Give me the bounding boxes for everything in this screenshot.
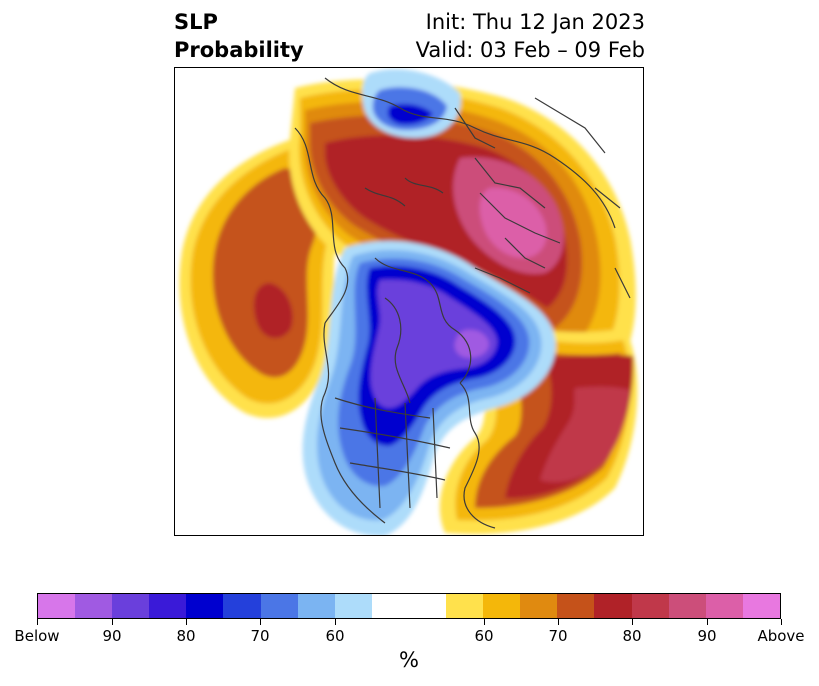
colorbar-swatch: [75, 594, 113, 618]
colorbar-tick-label: Below: [14, 627, 60, 645]
colorbar-swatch: [223, 594, 261, 618]
colorbar-swatch: [334, 594, 372, 618]
colorbar-tick: [112, 619, 113, 625]
colorbar-tick-label: 60: [474, 627, 494, 645]
above-region-west-80: [253, 283, 293, 339]
init-date: Init: Thu 12 Jan 2023: [425, 10, 645, 34]
colorbar-swatch: [705, 594, 743, 618]
title-line-2: Probability: [174, 38, 304, 62]
colorbar-swatch: [668, 594, 706, 618]
colorbar-swatch: [260, 594, 298, 618]
colorbar-tick-label: 70: [548, 627, 568, 645]
colorbar-tick: [186, 619, 187, 625]
colorbar: [37, 593, 781, 619]
below-region-namerica-90: [370, 279, 498, 408]
colorbar-swatch: [149, 594, 187, 618]
colorbar-tick-label: 70: [250, 627, 270, 645]
colorbar-tick: [781, 619, 782, 625]
colorbar-tick-label: 80: [622, 627, 642, 645]
colorbar-tick: [37, 619, 38, 625]
above-region-atlantic-90: [540, 386, 630, 483]
colorbar-swatch: [112, 594, 150, 618]
colorbar-tick: [707, 619, 708, 625]
title-line-1: SLP: [174, 10, 218, 34]
below-region-arctic-80: [387, 103, 433, 125]
colorbar-tick: [632, 619, 633, 625]
colorbar-swatch: [38, 594, 76, 618]
colorbar-tick-label: 80: [176, 627, 196, 645]
colorbar-swatch: [631, 594, 669, 618]
colorbar-swatch: [408, 594, 447, 618]
map-title: SLP Probability: [174, 8, 304, 64]
colorbar-unit-label: %: [399, 648, 419, 672]
colorbar-tick: [558, 619, 559, 625]
valid-range: Valid: 03 Feb – 09 Feb: [415, 38, 645, 62]
colorbar-tick: [484, 619, 485, 625]
colorbar-swatch: [742, 594, 780, 618]
probability-map: [174, 67, 644, 536]
colorbar-swatch: [446, 594, 484, 618]
coastlines: [294, 77, 631, 529]
colorbar-swatch: [186, 594, 224, 618]
colorbar-swatch: [483, 594, 521, 618]
colorbar-swatch: [594, 594, 632, 618]
date-info: Init: Thu 12 Jan 2023 Valid: 03 Feb – 09…: [416, 8, 645, 64]
colorbar-swatch: [371, 594, 409, 618]
colorbar-tick: [260, 619, 261, 625]
colorbar-tick-label: 90: [102, 627, 122, 645]
colorbar-tick-label: 60: [325, 627, 345, 645]
colorbar-tick: [335, 619, 336, 625]
above-region-north-95: [479, 187, 547, 258]
colorbar-tick-label: 90: [697, 627, 717, 645]
colorbar-swatch: [557, 594, 595, 618]
colorbar-tick-label: Above: [757, 627, 805, 645]
colorbar-swatch: [520, 594, 558, 618]
colorbar-swatch: [297, 594, 335, 618]
map-canvas: [179, 69, 638, 535]
